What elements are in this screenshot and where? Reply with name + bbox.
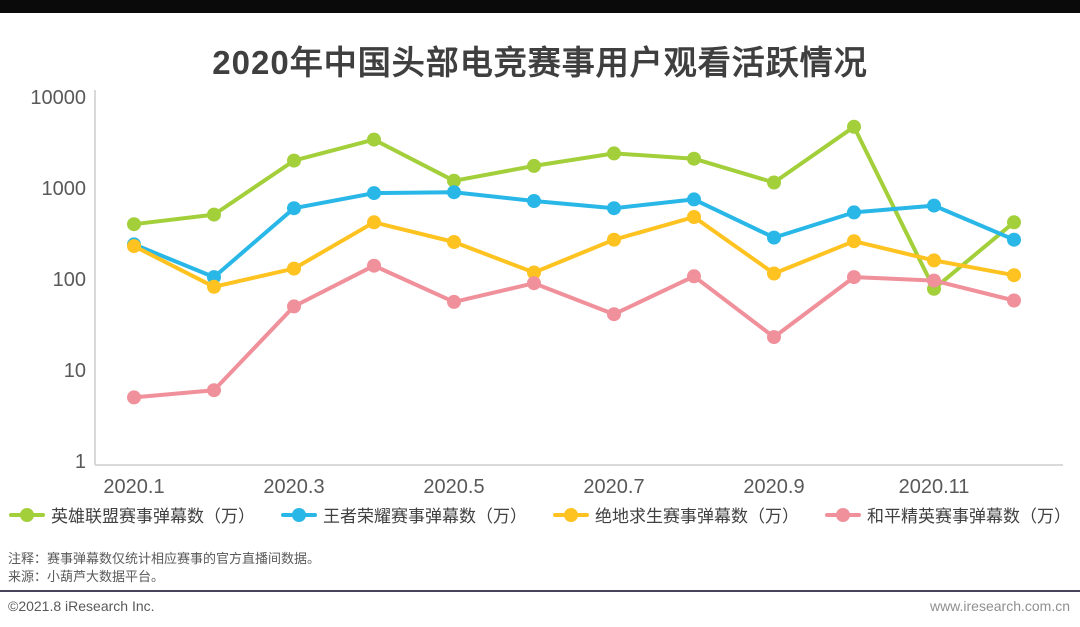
legend-item: 英雄联盟赛事弹幕数（万） <box>9 502 255 527</box>
footer-divider <box>0 590 1080 592</box>
x-tick-label: 2020.11 <box>899 476 970 498</box>
series-point <box>527 158 541 173</box>
series-point <box>287 261 301 276</box>
series-line <box>132 124 1016 291</box>
legend-marker-icon <box>281 507 317 522</box>
series-point <box>847 205 861 220</box>
legend-label: 和平精英赛事弹幕数（万） <box>867 507 1071 526</box>
series-point <box>687 151 701 166</box>
series-point <box>447 235 461 249</box>
chart-canvas: 1 10 100 1000 10000 2020.1 2020.3 2020.5 2020.7 2… <box>30 87 1063 498</box>
series-point <box>207 383 221 398</box>
legend-label: 绝地求生赛事弹幕数（万） <box>595 507 799 526</box>
series-point <box>767 230 781 245</box>
series-point <box>367 258 381 273</box>
series-point <box>287 299 301 314</box>
y-tick-label: 1000 <box>42 178 87 200</box>
series-point <box>607 307 621 322</box>
series-point <box>447 173 461 188</box>
series-line <box>132 190 1016 280</box>
series-line <box>132 215 1016 289</box>
series-point <box>767 330 781 345</box>
note-line-1: 注释：赛事弹幕数仅统计相应赛事的官方直播间数据。 <box>8 551 321 566</box>
series-point <box>927 273 941 288</box>
series-point <box>127 239 141 254</box>
legend-item: 和平精英赛事弹幕数（万） <box>825 502 1071 527</box>
chart-title: 2020年中国头部电竞赛事用户观看活跃情况 <box>212 44 868 82</box>
series-point <box>527 265 541 280</box>
series-point <box>287 201 301 216</box>
chart-legend: 英雄联盟赛事弹幕数（万） 王者荣耀赛事弹幕数（万） 绝地求生赛事弹幕数（万） 和平精英… <box>0 502 1080 527</box>
legend-marker-icon <box>553 507 589 522</box>
legend-marker-icon <box>825 507 861 522</box>
series-point <box>847 119 861 134</box>
series-point <box>687 210 701 224</box>
series-point <box>607 146 621 161</box>
series-point <box>367 186 381 201</box>
line-chart: 1 10 100 1000 10000 2020.1 2020.3 2020.5 2020.7 2… <box>0 75 1080 505</box>
top-accent-bar <box>0 0 1080 13</box>
series-point <box>447 294 461 309</box>
series-point <box>367 215 381 230</box>
y-tick-label: 10000 <box>30 87 86 109</box>
series-point <box>607 201 621 216</box>
series-point <box>127 390 141 405</box>
x-tick-label: 2020.7 <box>583 476 644 498</box>
legend-item: 绝地求生赛事弹幕数（万） <box>553 502 799 527</box>
series-point <box>767 175 781 190</box>
x-tick-label: 2020.9 <box>743 476 804 498</box>
legend-item: 王者荣耀赛事弹幕数（万） <box>281 502 527 527</box>
series-point <box>287 153 301 168</box>
series-point <box>607 232 621 247</box>
series-point <box>367 132 381 147</box>
legend-marker-icon <box>9 507 45 522</box>
series-point <box>847 270 861 285</box>
x-tick-label: 2020.5 <box>423 476 484 498</box>
series-point <box>927 198 941 213</box>
y-tick-label: 10 <box>64 360 86 382</box>
series-point <box>447 185 461 200</box>
chart-notes: 注释：赛事弹幕数仅统计相应赛事的官方直播间数据。 来源：小葫芦大数据平台。 <box>8 550 320 586</box>
website-link: www.iresearch.com.cn <box>929 598 1070 614</box>
series-line <box>132 263 1016 400</box>
series-point <box>687 192 701 207</box>
x-tick-label: 2020.1 <box>103 476 164 498</box>
series-point <box>207 270 221 285</box>
series-point <box>847 234 861 249</box>
series-point <box>1007 232 1021 247</box>
series-point <box>767 266 781 281</box>
series-point <box>127 217 141 232</box>
series-point <box>1007 268 1021 283</box>
series-point <box>687 269 701 284</box>
y-tick-label: 1 <box>75 451 86 473</box>
legend-label: 英雄联盟赛事弹幕数（万） <box>51 507 255 526</box>
y-tick-label: 100 <box>53 269 86 291</box>
series-point <box>207 279 221 294</box>
series-point <box>927 253 941 268</box>
copyright-text: ©2021.8 iResearch Inc. <box>8 598 155 614</box>
series-point <box>207 207 221 222</box>
series-point <box>1007 215 1021 230</box>
note-line-2: 来源：小葫芦大数据平台。 <box>8 569 165 584</box>
series-point <box>527 276 541 291</box>
x-tick-label: 2020.3 <box>263 476 324 498</box>
series-point <box>1007 293 1021 308</box>
series-point <box>527 194 541 208</box>
legend-label: 王者荣耀赛事弹幕数（万） <box>323 507 527 526</box>
